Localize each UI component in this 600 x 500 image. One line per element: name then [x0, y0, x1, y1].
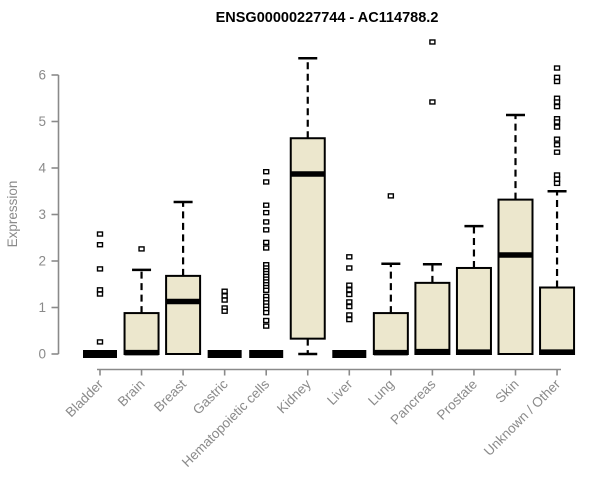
outlier-unknown-other [553, 176, 561, 182]
outlier-gastric [221, 297, 228, 303]
outlier-lung [387, 193, 395, 199]
outlier-hematopoietic-cells [263, 287, 270, 293]
box-breast [165, 274, 202, 356]
x-tick-label-lung: Lung [365, 377, 397, 409]
x-tick-label-prostate: Prostate [434, 377, 480, 423]
outlier-hematopoietic-cells [263, 169, 270, 175]
x-tick-label-brain: Brain [115, 377, 148, 410]
outlier-hematopoietic-cells [263, 309, 270, 316]
outlier-gastric [221, 288, 228, 294]
x-tick-label-pancreas: Pancreas [388, 376, 439, 427]
y-tick-label: 3 [38, 207, 46, 222]
outlier-liver [346, 316, 353, 323]
outlier-hematopoietic-cells [263, 317, 270, 324]
outlier-bladder [96, 287, 104, 293]
outlier-unknown-other [553, 180, 561, 187]
outlier-hematopoietic-cells [263, 245, 270, 251]
x-tick-label-kidney: Kidney [274, 376, 314, 416]
y-tick-label: 0 [38, 347, 46, 362]
y-tick-label: 5 [38, 114, 46, 129]
box-brain [123, 312, 160, 355]
box-gastric [207, 350, 242, 358]
outlier-hematopoietic-cells [263, 239, 270, 246]
outlier-unknown-other [553, 74, 561, 81]
x-tick-label-breast: Breast [151, 376, 189, 414]
box-liver [332, 350, 367, 358]
box-bladder [83, 350, 117, 358]
outlier-hematopoietic-cells [263, 209, 270, 216]
outlier-unknown-other [553, 172, 561, 178]
outlier-gastric [221, 308, 228, 314]
y-axis-label: Expression [5, 181, 20, 248]
y-tick-label: 4 [38, 161, 46, 176]
box-skin [497, 198, 534, 355]
outlier-unknown-other [553, 124, 561, 130]
outlier-liver [346, 299, 353, 305]
box-prostate [455, 266, 492, 356]
outlier-liver [346, 312, 353, 318]
box-pancreas [414, 281, 451, 356]
y-tick-label: 6 [38, 68, 46, 83]
box-lung [372, 312, 409, 355]
outlier-unknown-other [553, 119, 561, 125]
outlier-unknown-other [553, 142, 561, 148]
outlier-hematopoietic-cells [263, 323, 270, 329]
chart-title: ENSG00000227744 - AC114788.2 [216, 10, 439, 26]
outlier-hematopoietic-cells [263, 179, 270, 185]
outlier-hematopoietic-cells [263, 219, 270, 225]
outlier-bladder [96, 242, 104, 248]
outlier-pancreas [429, 99, 436, 105]
box-hematopoietic-cells [249, 350, 284, 358]
outlier-brain [138, 246, 145, 252]
outlier-unknown-other [553, 65, 561, 71]
outlier-bladder [96, 231, 104, 237]
outlier-hematopoietic-cells [263, 202, 270, 208]
outlier-bladder [96, 291, 104, 297]
x-tick-label-unknown-other: Unknown / Other [481, 376, 564, 459]
outlier-bladder [96, 339, 104, 345]
outlier-unknown-other [553, 149, 561, 155]
outlier-gastric [221, 293, 228, 299]
box-unknown-other [539, 286, 576, 356]
x-tick-label-gastric: Gastric [190, 376, 231, 417]
box-kidney [289, 137, 326, 340]
outlier-unknown-other [553, 78, 561, 85]
outlier-unknown-other [553, 136, 561, 142]
outlier-liver [346, 303, 353, 310]
outlier-liver [346, 282, 353, 288]
outlier-liver [346, 291, 353, 298]
outlier-liver [346, 287, 353, 293]
outlier-bladder [96, 266, 104, 272]
outlier-pancreas [429, 39, 436, 45]
x-tick-label-liver: Liver [324, 376, 356, 408]
outlier-unknown-other [553, 103, 561, 110]
y-tick-label: 2 [38, 254, 46, 269]
x-tick-label-skin: Skin [492, 377, 521, 406]
y-tick-label: 1 [38, 300, 46, 315]
outlier-liver [346, 265, 353, 271]
outlier-hematopoietic-cells [263, 227, 270, 233]
outlier-unknown-other [553, 99, 561, 105]
x-tick-label-bladder: Bladder [63, 376, 107, 420]
outlier-liver [346, 254, 353, 260]
